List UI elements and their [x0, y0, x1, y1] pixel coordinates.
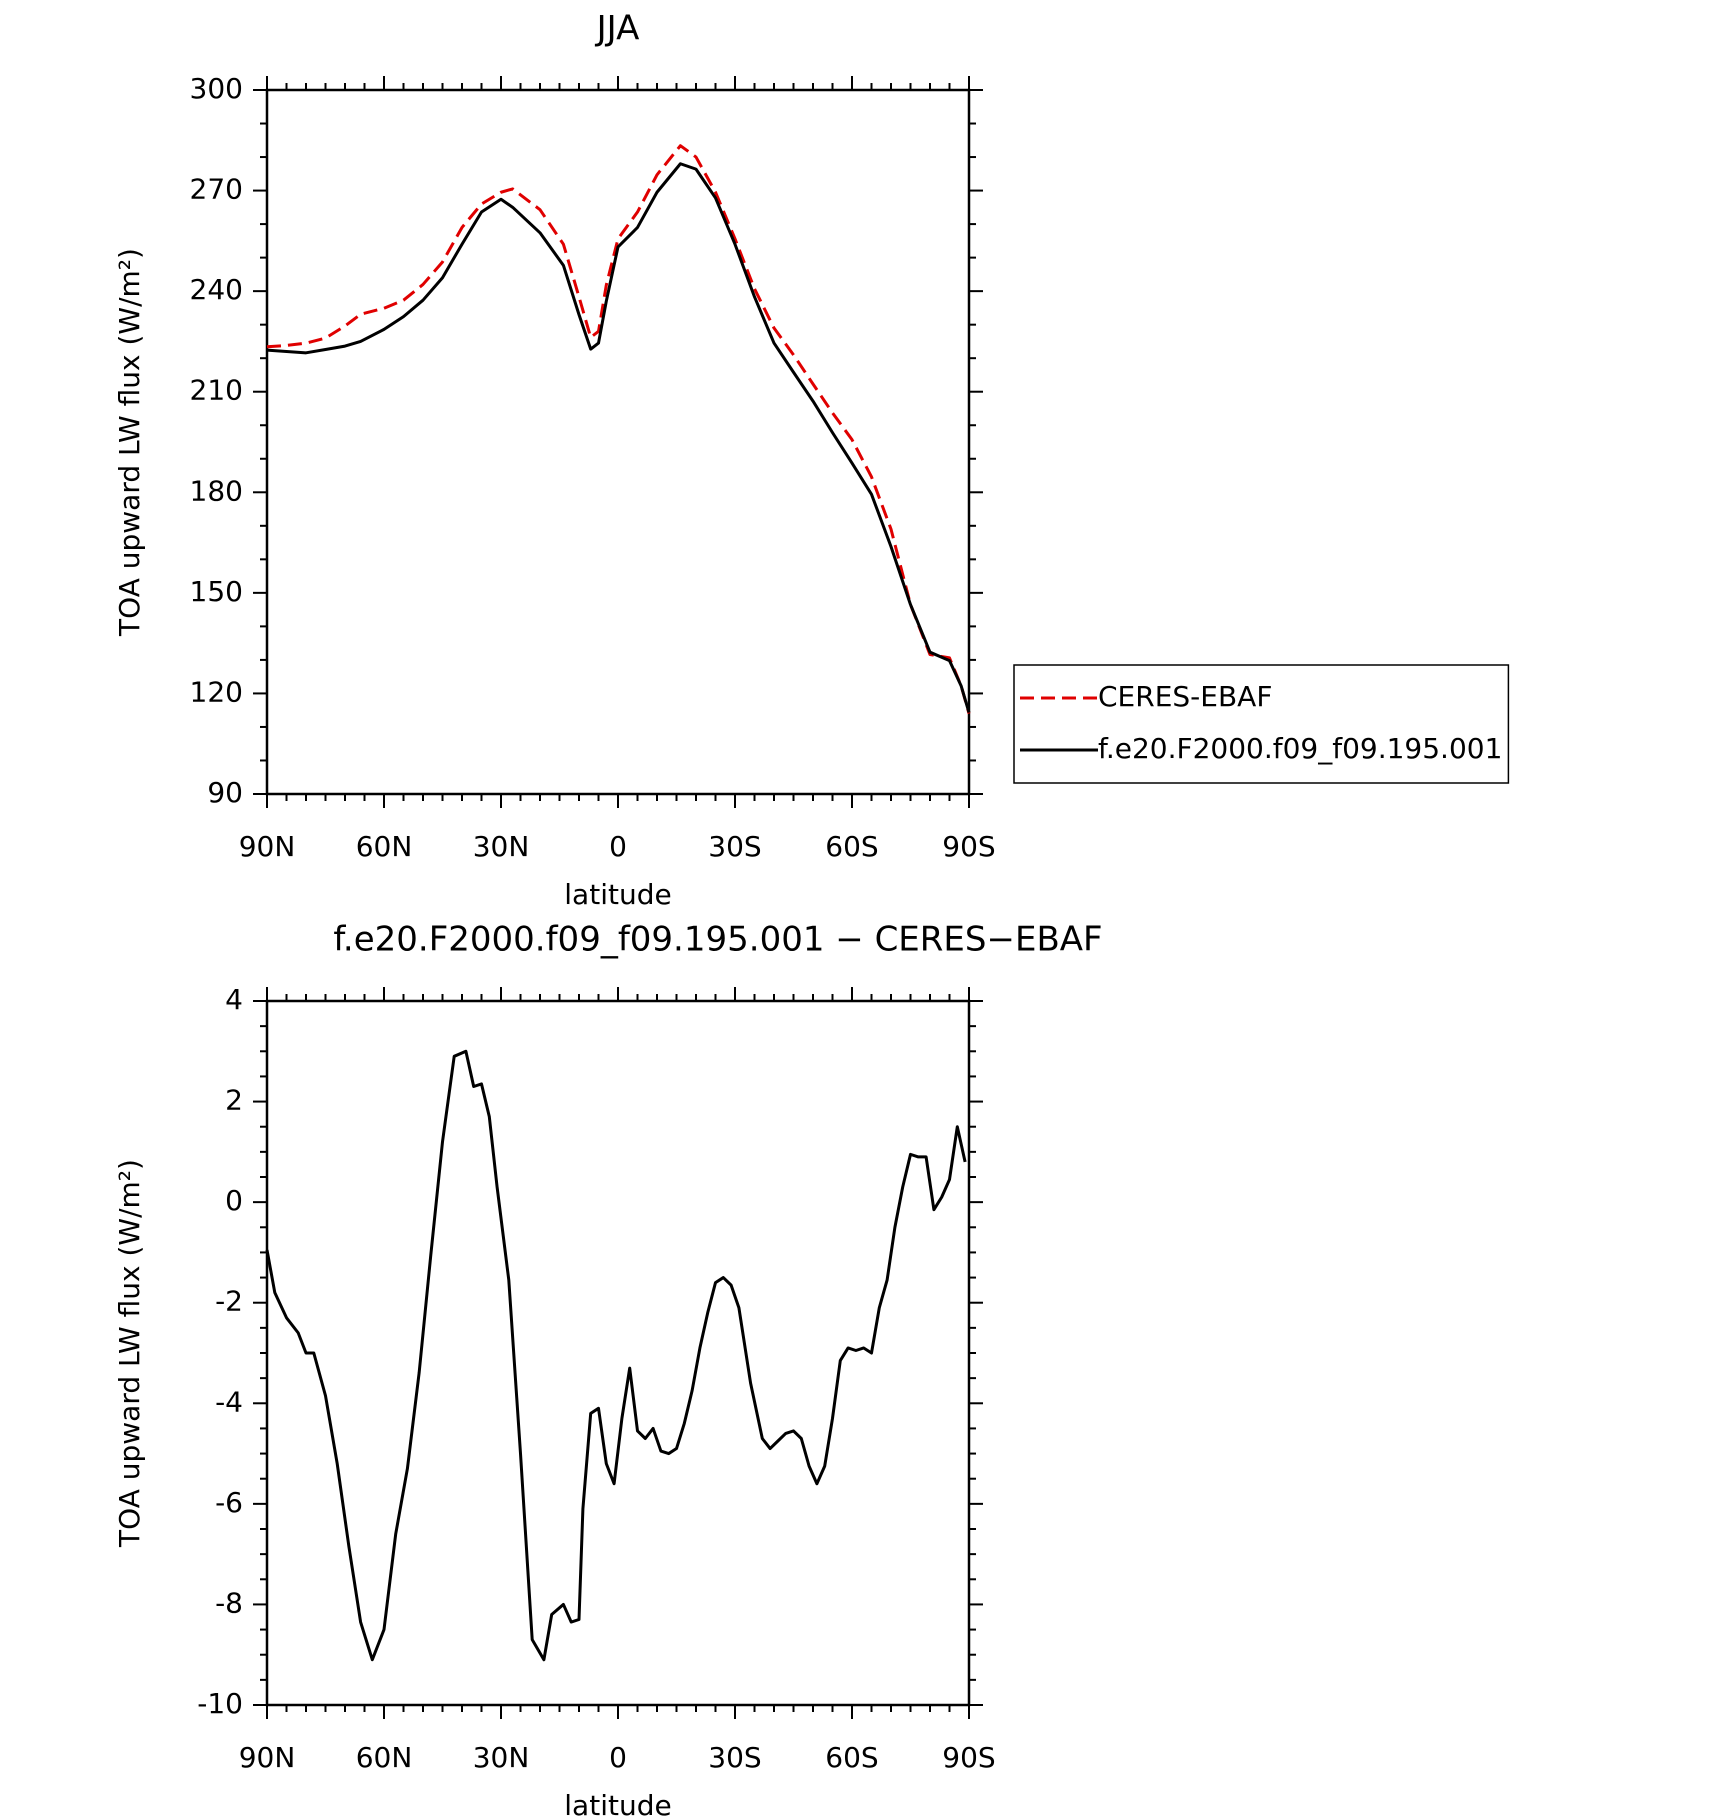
y-tick-label: -6 — [215, 1486, 243, 1519]
x-tick-label: 0 — [609, 1741, 627, 1774]
x-tick-label: 30N — [473, 830, 530, 863]
y-tick-label: 90 — [207, 776, 243, 809]
chart-title: JJA — [595, 9, 640, 49]
x-tick-label: 60S — [825, 1741, 878, 1774]
legend-label: CERES-EBAF — [1098, 680, 1272, 713]
y-axis-label: TOA upward LW flux (W/m²) — [113, 248, 146, 637]
y-tick-label: 210 — [190, 374, 243, 407]
y-tick-label: -4 — [215, 1385, 243, 1418]
y-tick-label: -10 — [197, 1687, 243, 1720]
plot-frame — [265, 999, 971, 1707]
x-axis-label: latitude — [564, 1789, 671, 1816]
y-tick-label: 120 — [190, 675, 243, 708]
x-tick-label: 60S — [825, 830, 878, 863]
x-tick-label: 30S — [708, 830, 761, 863]
x-tick-label: 60N — [356, 830, 413, 863]
y-tick-label: 270 — [190, 173, 243, 206]
y-tick-label: -8 — [215, 1586, 243, 1619]
x-tick-label: 30S — [708, 1741, 761, 1774]
x-tick-label: 60N — [356, 1741, 413, 1774]
y-tick-label: 2 — [225, 1084, 243, 1117]
x-tick-label: 30N — [473, 1741, 530, 1774]
y-axis-label: TOA upward LW flux (W/m²) — [113, 1159, 146, 1548]
data-line — [266, 162, 971, 713]
chart-title: f.e20.F2000.f09_f09.195.001 − CERES−EBAF — [333, 920, 1102, 960]
x-tick-label: 90N — [239, 830, 296, 863]
y-tick-label: 150 — [190, 575, 243, 608]
legend-label: f.e20.F2000.f09_f09.195.001 — [1098, 732, 1502, 765]
y-tick-label: -2 — [215, 1285, 243, 1318]
x-tick-label: 90S — [942, 830, 995, 863]
data-line — [265, 1049, 967, 1662]
y-tick-label: 0 — [225, 1184, 243, 1217]
y-tick-label: 240 — [190, 273, 243, 306]
plot-frame — [265, 88, 971, 796]
plot: f.e20.F2000.f09_f09.195.001 − CERES−EBAF… — [113, 920, 1103, 1816]
y-tick-label: 4 — [225, 983, 243, 1016]
x-tick-label: 90N — [239, 1741, 296, 1774]
x-tick-label: 90S — [942, 1741, 995, 1774]
legend: CERES-EBAF f.e20.F2000.f09_f09.195.001 — [1013, 664, 1510, 784]
y-tick-label: 300 — [190, 72, 243, 105]
x-tick-label: 0 — [609, 830, 627, 863]
legend-box — [1013, 664, 1510, 784]
y-tick-label: 180 — [190, 474, 243, 507]
plot: JJA latitude TOA upward LW flux (W/m²) 90 12… — [113, 9, 1510, 911]
x-axis-label: latitude — [564, 878, 671, 911]
data-line — [266, 144, 971, 714]
